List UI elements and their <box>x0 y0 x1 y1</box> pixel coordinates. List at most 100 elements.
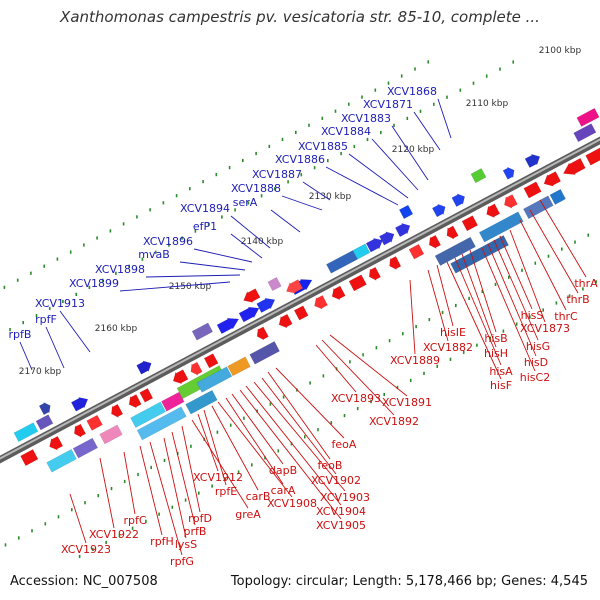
gene-box <box>249 341 280 365</box>
gene-arrow-red <box>190 361 203 376</box>
leader-line <box>239 389 342 520</box>
gene-arrow-red <box>348 274 367 292</box>
tick-dot <box>110 487 113 491</box>
tick-dot <box>228 166 231 170</box>
tick-dot <box>387 81 390 85</box>
leader-line <box>409 279 416 355</box>
gene-feature <box>394 222 411 238</box>
tick-dot <box>57 515 60 519</box>
tick-dot <box>290 442 293 446</box>
tick-dot <box>62 299 64 304</box>
gene-arrow-red <box>314 295 328 310</box>
gene-label-lower: XCV1889 <box>390 354 440 367</box>
tick-dot <box>433 102 435 106</box>
tick-dot <box>150 465 152 470</box>
gene-label-lower: prfB <box>184 525 207 538</box>
tick-dot <box>149 208 151 212</box>
tick-dot <box>260 194 263 198</box>
tick-dot <box>175 194 178 198</box>
leader-line <box>245 385 342 506</box>
tick-dot <box>419 109 422 113</box>
gene-arrow-red <box>256 326 269 341</box>
gene-feature <box>35 414 54 431</box>
gene-feature <box>191 322 214 341</box>
leader-line <box>231 393 284 465</box>
gene-feature <box>379 231 395 246</box>
tick-dot <box>534 261 537 265</box>
gene-label-upper: XCV1883 <box>341 112 391 125</box>
tick-dot <box>396 385 399 390</box>
leader-line <box>436 264 454 327</box>
leader-line <box>123 451 136 515</box>
kbp-label: 2120 kbp <box>392 145 435 155</box>
tick-dot <box>343 414 346 418</box>
tick-dot <box>137 472 139 477</box>
tick-dot <box>327 159 329 163</box>
gene-arrow-red <box>20 449 39 467</box>
leader-line <box>69 493 87 544</box>
gene-arrow-red <box>408 243 425 260</box>
leader-line <box>469 249 497 333</box>
tick-dot <box>515 322 518 326</box>
tick-dot <box>374 88 377 92</box>
leader-line <box>270 209 301 233</box>
gene-box <box>523 195 554 220</box>
gene-arrow-red <box>172 369 189 385</box>
gene-label-upper: efP1 <box>193 220 217 233</box>
gene-label-lower: lysS <box>175 538 197 551</box>
leader-line <box>253 381 346 492</box>
gene-label-lower: hisS <box>521 309 544 322</box>
tick-dot <box>561 247 563 251</box>
tick-dot <box>494 282 497 286</box>
tick-dot <box>427 60 429 64</box>
gene-feature <box>216 318 240 335</box>
gene-label-upper: rpfF <box>35 313 57 326</box>
gene-label-lower: XCV1908 <box>267 497 317 510</box>
gene-label-lower: hisB <box>484 332 507 345</box>
gene-feature <box>243 288 261 303</box>
tick-dot <box>145 519 147 523</box>
gene-label-lower: hisH <box>484 347 508 360</box>
gene-arrow-red <box>128 394 142 409</box>
tick-dot <box>309 381 311 385</box>
tick-dot <box>356 407 359 411</box>
gene-feature <box>524 153 541 168</box>
gene-arrow-red <box>486 203 501 219</box>
tick-dot <box>75 292 77 296</box>
tick-dot <box>194 229 197 233</box>
tick-dot <box>274 187 276 191</box>
leader-line <box>149 441 183 556</box>
tick-dot <box>256 409 258 413</box>
leader-line <box>217 401 293 498</box>
leader-line <box>261 377 337 475</box>
gene-label-upper: serA <box>233 196 258 209</box>
gene-arrow-red <box>428 234 442 250</box>
tick-dot <box>476 343 478 347</box>
tick-dot <box>468 296 470 300</box>
gene-box <box>434 236 476 266</box>
tick-dot <box>499 67 501 71</box>
gene-arrow-red <box>111 403 124 419</box>
leader-line <box>59 310 91 353</box>
gene-label-lower: XCV1905 <box>316 519 366 532</box>
gene-arrow-red <box>139 388 154 403</box>
tick-dot <box>349 360 351 364</box>
kbp-label: 2130 kbp <box>309 192 352 202</box>
tick-dot <box>43 264 45 268</box>
gene-label-lower: hisC2 <box>520 371 550 384</box>
leader-line <box>509 229 546 323</box>
gene-label-lower: XCV1893 <box>331 392 381 405</box>
gene-feature <box>70 397 89 412</box>
tick-dot <box>322 374 325 378</box>
gene-feature <box>451 193 465 207</box>
leader-line <box>371 138 419 191</box>
tick-dot <box>4 543 7 547</box>
gene-box <box>549 188 566 205</box>
tick-dot <box>400 74 403 78</box>
leader-line <box>493 239 539 341</box>
gene-label-lower: rpfG <box>170 555 194 568</box>
gene-label-lower: feoB <box>318 459 343 472</box>
leader-line <box>461 253 497 348</box>
gene-label-lower: XCV1922 <box>89 528 139 541</box>
